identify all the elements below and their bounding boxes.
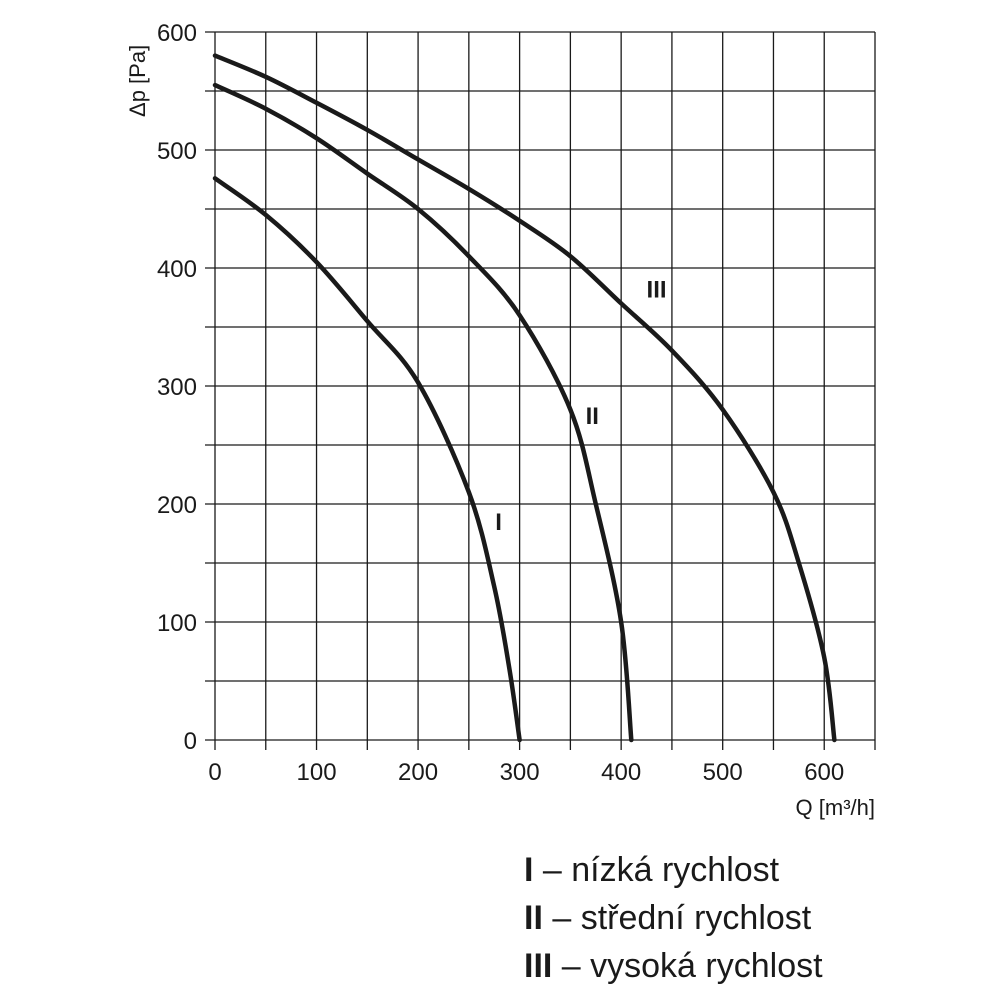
y-axis-label: Δp [Pa] [125, 45, 150, 117]
y-tick-label: 300 [157, 374, 197, 401]
legend-text: – nízká rychlost [533, 851, 780, 889]
legend-item-medium: II – střední rychlost [524, 894, 823, 942]
x-tick-label: 500 [703, 759, 743, 786]
series-line-ii [212, 82, 634, 743]
y-tick-label: 400 [157, 256, 197, 283]
x-tick-label: 300 [500, 759, 540, 786]
legend-item-high: III – vysoká rychlost [524, 942, 823, 990]
legend-key: II [524, 899, 543, 937]
x-tick-label: 400 [601, 759, 641, 786]
x-tick-label: 200 [398, 759, 438, 786]
x-tick-label: 0 [208, 759, 221, 786]
chart: 0 100 200 300 400 500 600 0100200300400500600 … [125, 20, 876, 820]
series-line-iii [212, 53, 837, 743]
curve-label-i: I [495, 509, 502, 536]
y-tick-label: 600 [157, 20, 197, 47]
legend-text: – vysoká rychlost [552, 947, 823, 985]
x-tick-label: 100 [297, 759, 337, 786]
legend: I – nízká rychlost II – střední rychlost… [524, 846, 823, 990]
x-tick-label: 600 [804, 759, 844, 786]
x-axis-label: Q [m³/h] [796, 795, 875, 820]
y-tick-label: 100 [157, 610, 197, 637]
y-tick-label: 0 [184, 728, 197, 755]
curve-label-iii: III [647, 277, 667, 304]
legend-item-low: I – nízká rychlost [524, 846, 823, 894]
legend-text: – střední rychlost [542, 899, 812, 937]
x-tick-labels: 0 100 200 300 400 500 600 [208, 759, 844, 786]
y-tick-label: 500 [157, 138, 197, 165]
series-line-i [212, 176, 522, 743]
grid [205, 31, 876, 750]
legend-key: III [524, 947, 553, 985]
legend-key: I [524, 851, 534, 889]
y-tick-label: 200 [157, 492, 197, 519]
y-tick-labels: 0 100 200 300 400 500 600 [157, 20, 197, 755]
curve-label-ii: II [586, 403, 599, 430]
curves [212, 53, 837, 743]
